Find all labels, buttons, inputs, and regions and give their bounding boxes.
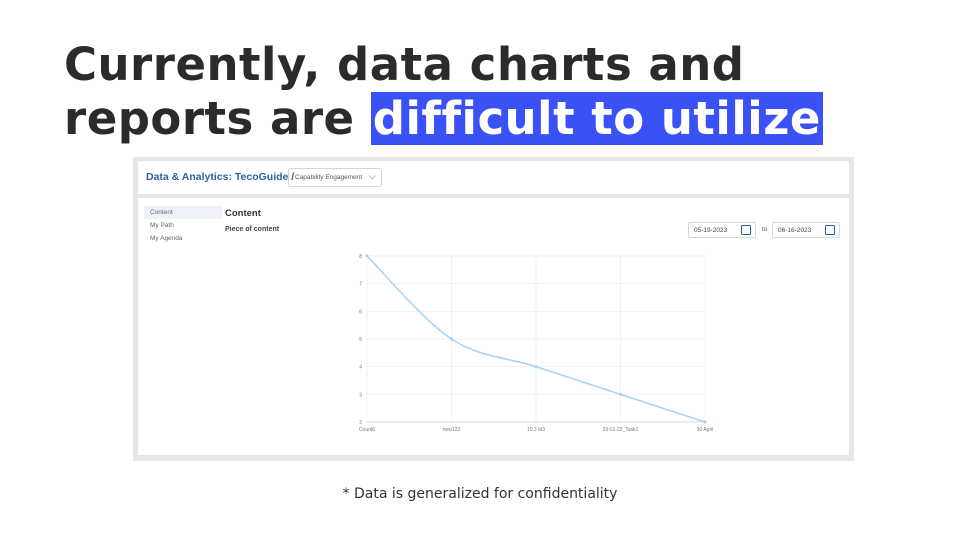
sidebar-item-content[interactable]: Content — [144, 206, 222, 219]
data-point — [534, 365, 538, 369]
date-to-field[interactable]: 06-16-2023 — [772, 222, 840, 238]
y-tick-label: 2 — [359, 420, 362, 426]
confidentiality-caption: * Data is generalized for confidentialit… — [342, 486, 618, 502]
sidebar-item-my-path[interactable]: My Path — [150, 222, 174, 229]
engagement-dropdown[interactable]: Capability Engagement ⌵ — [288, 168, 382, 187]
date-from-value: 05-19-2023 — [694, 227, 728, 234]
analytics-panel: Content My Path My Agenda Content Piece … — [138, 198, 849, 455]
y-tick-label: 5 — [359, 337, 362, 343]
data-point — [449, 337, 454, 341]
headline-line-2: reports are — [64, 92, 371, 145]
chevron-down-icon: ⌵ — [369, 171, 376, 181]
date-separator: to — [762, 226, 768, 233]
x-tick-label: new123 — [443, 427, 461, 433]
headline-highlight: difficult to utilize — [370, 92, 823, 145]
breadcrumb[interactable]: Data & Analytics: TecoGuide / — [146, 171, 295, 183]
y-tick-label: 6 — [359, 309, 362, 315]
y-tick-label: 4 — [359, 365, 362, 371]
x-tick-label: 30 April — [697, 427, 714, 433]
x-tick-label: Count0 — [359, 427, 375, 433]
dropdown-value: Capability Engagement — [295, 174, 363, 181]
date-to-value: 06-16-2023 — [778, 227, 812, 234]
line-chart: 2 3 4 5 6 7 8 Count0 new123 10.3 bt3 29-01-22_Task… — [359, 254, 714, 433]
content-subtitle: Piece of content — [225, 226, 280, 233]
y-tick-label: 7 — [359, 282, 362, 288]
slide-headline: Currently, data charts and reports are d… — [64, 38, 823, 146]
app-screenshot: Data & Analytics: TecoGuide / Capability… — [133, 157, 854, 461]
data-point — [618, 392, 623, 396]
sidebar-item-my-agenda[interactable]: My Agenda — [150, 235, 183, 242]
calendar-icon[interactable] — [741, 225, 751, 235]
date-from-field[interactable]: 05-19-2023 — [688, 222, 756, 238]
data-point — [365, 254, 369, 258]
x-tick-label: 29-01-22_Task1 — [603, 427, 639, 433]
sidebar: Content My Path My Agenda — [144, 206, 222, 245]
y-tick-label: 3 — [359, 392, 362, 398]
headline-line-1: Currently, data charts and — [64, 38, 745, 91]
app-header: Data & Analytics: TecoGuide / Capability… — [138, 161, 849, 194]
y-tick-label: 8 — [359, 254, 362, 260]
content-title: Content — [225, 208, 261, 219]
data-point — [703, 420, 707, 424]
x-tick-label: 10.3 bt3 — [527, 427, 545, 433]
calendar-icon[interactable] — [825, 225, 835, 235]
